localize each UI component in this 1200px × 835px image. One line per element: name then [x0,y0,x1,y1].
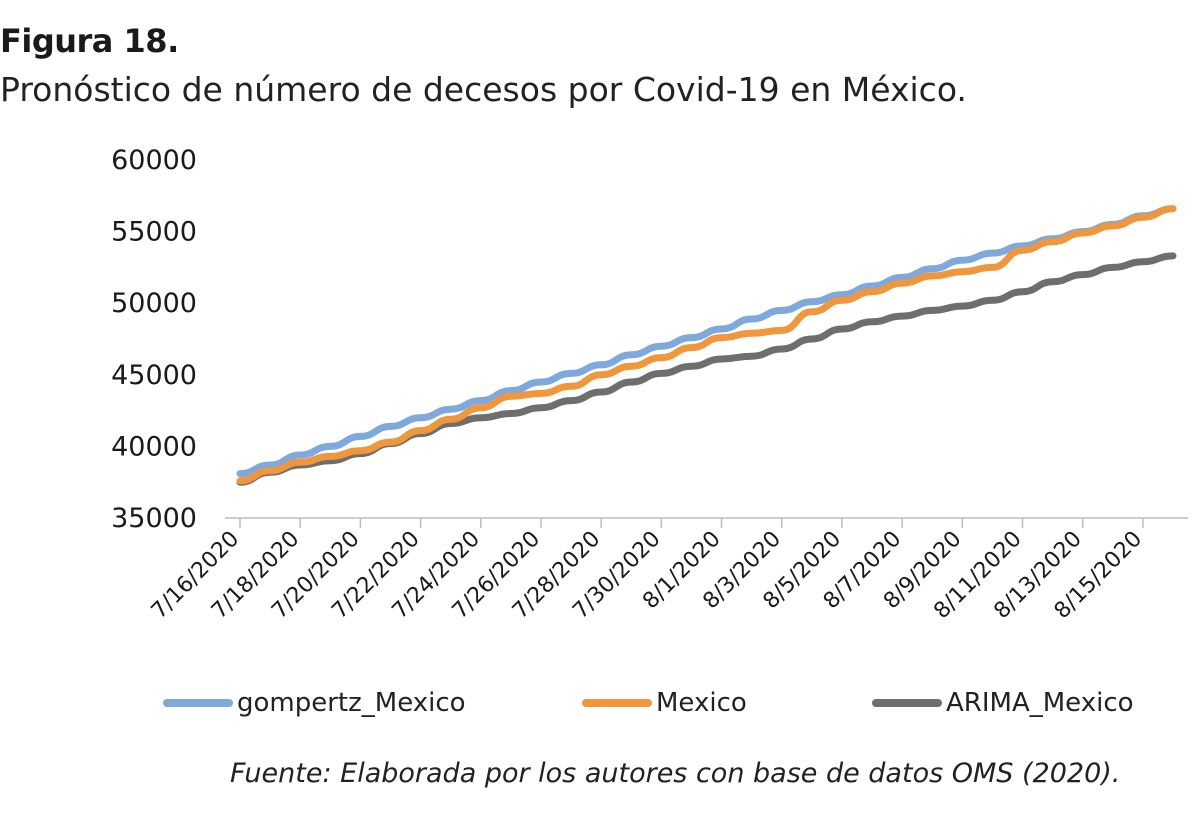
y-tick-label: 50000 [111,288,197,319]
y-tick-label: 55000 [111,217,197,248]
series-line-arima-mexico [236,252,1177,486]
figure-title: Pronóstico de número de decesos por Covi… [0,70,967,109]
legend-swatch-mexico [582,699,652,707]
legend-label-mexico: Mexico [656,688,747,718]
series-line-gompertz-mexico [236,205,1177,478]
y-axis-ticks: 35000 40000 45000 50000 55000 60000 [111,145,197,534]
legend-label-arima: ARIMA_Mexico [946,688,1134,718]
y-tick-label: 45000 [111,360,197,391]
y-tick-label: 60000 [111,145,197,176]
x-axis-ticks: 7/16/20207/18/20207/20/20207/22/20207/24… [147,518,1147,624]
legend-item-mexico: Mexico [582,688,747,718]
y-tick-label: 40000 [111,431,197,462]
legend-swatch-gompertz [163,699,233,707]
legend-item-arima: ARIMA_Mexico [872,688,1134,718]
figure-source: Fuente: Elaborada por los autores con ba… [230,758,1121,789]
legend-swatch-arima [872,699,942,707]
y-tick-label: 35000 [111,503,197,534]
legend-item-gompertz: gompertz_Mexico [163,688,466,718]
legend: gompertz_Mexico Mexico ARIMA_Mexico [0,688,1200,728]
figure-label: Figura 18. [0,22,179,60]
legend-label-gompertz: gompertz_Mexico [237,688,466,718]
series-line-mexico [236,205,1177,485]
series-lines [236,205,1177,486]
line-chart: 35000 40000 45000 50000 55000 60000 7/16/2020… [111,145,1188,624]
